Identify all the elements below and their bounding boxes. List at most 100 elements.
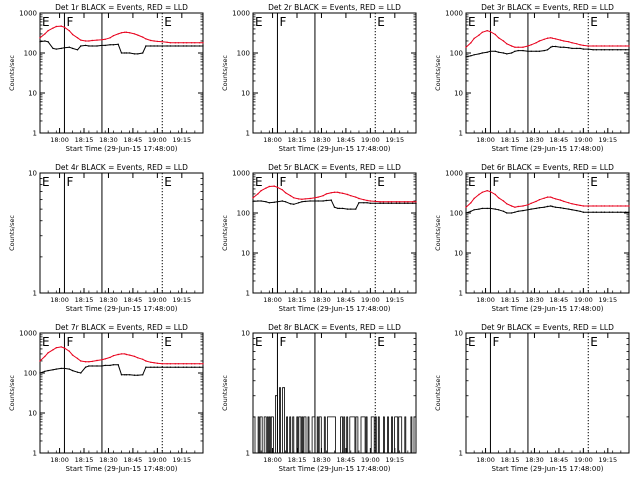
series-point (366, 202, 368, 204)
series-point (387, 201, 389, 203)
series-point (202, 45, 204, 47)
y-tick-label: 10 (454, 250, 463, 258)
series-point (96, 39, 98, 41)
series-point (625, 211, 627, 213)
series-point (568, 41, 570, 43)
x-tick-label: 18:15 (288, 456, 307, 464)
marker-label: F (279, 335, 286, 349)
y-tick-label: 1 (246, 130, 250, 138)
series-point (174, 363, 176, 365)
series-point (199, 42, 201, 44)
x-tick-label: 19:00 (574, 456, 593, 464)
series-point (309, 197, 311, 200)
series-point (489, 191, 492, 193)
series-point (71, 47, 74, 50)
series-point (44, 33, 46, 35)
series-point (628, 49, 630, 51)
series-point (88, 45, 90, 47)
series-point (595, 45, 598, 47)
x-tick-label: 18:45 (337, 296, 356, 304)
series-point (186, 45, 188, 47)
series-point (84, 361, 87, 363)
series-point (502, 200, 505, 202)
series-point (186, 363, 188, 365)
series-point (546, 196, 549, 198)
series-point (494, 50, 496, 52)
x-tick-label: 19:15 (172, 296, 191, 304)
series-point (125, 52, 128, 54)
series-point (530, 208, 532, 210)
series-point (522, 205, 524, 207)
series-point (63, 47, 66, 49)
series-point (91, 39, 93, 42)
series-point (608, 45, 611, 47)
x-tick-label: 18:00 (476, 296, 495, 304)
series-point (260, 190, 262, 192)
series-point (194, 42, 196, 44)
y-tick-label: 10 (241, 250, 250, 258)
x-tick-label: 18:15 (75, 136, 94, 144)
x-tick-label: 18:00 (476, 136, 495, 144)
panel-title: Det 4r BLACK = Events, RED = LLD (55, 163, 188, 172)
series-point (387, 202, 389, 204)
series-point (554, 206, 557, 208)
y-axis-label: Counts/sec (221, 215, 229, 251)
series-point (489, 50, 492, 52)
series-point (403, 201, 406, 203)
series-point (101, 365, 103, 367)
series-point (161, 366, 163, 368)
series-point (125, 353, 128, 356)
series-point (407, 201, 409, 203)
series-point (538, 199, 541, 201)
marker-label: E (468, 335, 476, 349)
marker-label: E (377, 335, 385, 349)
series-point (625, 45, 627, 47)
y-axis-label: Counts/sec (221, 55, 229, 91)
x-axis-label: Start Time (29-Jun-15 17:48:00) (66, 145, 178, 153)
series-point (522, 46, 524, 48)
series-point (497, 197, 500, 199)
series-point (104, 44, 106, 47)
series-point (96, 359, 98, 362)
series-point (568, 202, 570, 204)
series-point (194, 366, 196, 368)
x-tick-label: 19:00 (148, 296, 167, 304)
series-point (559, 207, 562, 209)
series-point (478, 53, 480, 55)
x-axis-label: Start Time (29-Jun-15 17:48:00) (279, 465, 391, 473)
marker-label: F (66, 335, 73, 349)
series-point (88, 365, 90, 367)
series-point (510, 45, 513, 47)
series-point (517, 49, 519, 52)
series-point (276, 186, 279, 188)
series-point (161, 41, 163, 43)
series-point (355, 196, 357, 198)
series-point (166, 363, 168, 365)
series-point (390, 201, 393, 203)
series-point (325, 193, 328, 195)
series-point (546, 37, 549, 39)
series-point (465, 212, 467, 214)
series-point (600, 45, 602, 47)
y-tick-label: 1 (459, 130, 463, 138)
series-point (363, 202, 365, 204)
series-point (91, 365, 93, 367)
series-point (124, 353, 126, 355)
series-point (616, 49, 619, 51)
x-tick-label: 18:45 (550, 296, 569, 304)
series-point (145, 366, 147, 368)
y-tick-label: 100 (237, 210, 250, 218)
marker-label: F (492, 15, 499, 29)
series-point (582, 44, 585, 47)
series-point (80, 360, 82, 362)
y-tick-label: 100 (24, 370, 37, 378)
series-point (71, 369, 74, 372)
series-point (595, 205, 598, 207)
x-tick-label: 19:00 (148, 136, 167, 144)
series-point (395, 202, 398, 204)
y-tick-label: 10 (241, 90, 250, 98)
series-point (587, 211, 589, 213)
series-point (55, 48, 57, 50)
series-point (358, 197, 360, 200)
marker-label: F (66, 175, 73, 189)
